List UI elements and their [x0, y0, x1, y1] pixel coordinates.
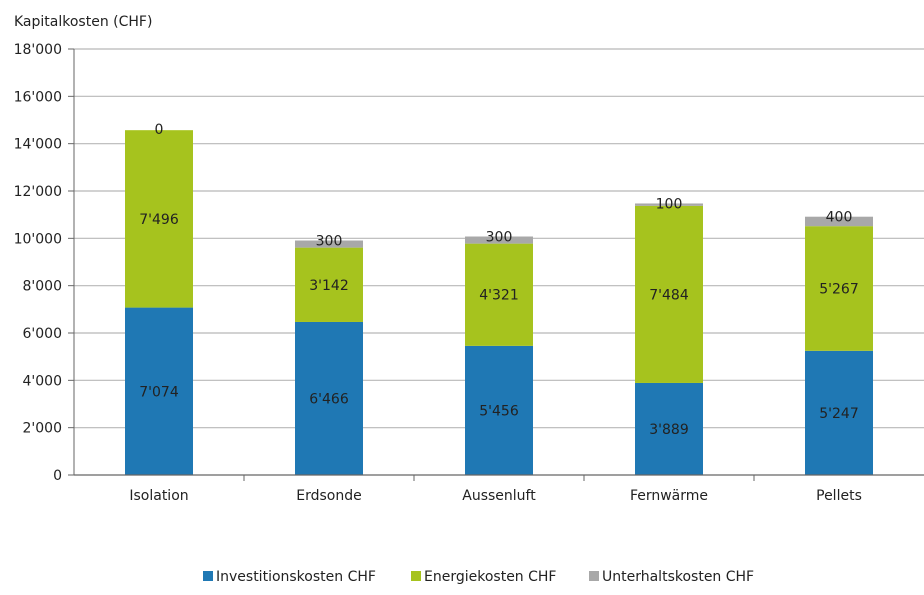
y-tick-label: 18'000	[14, 42, 62, 58]
bar-segment	[805, 216, 873, 227]
bar-segment	[465, 243, 533, 346]
bar-segment	[295, 247, 363, 322]
x-axis: Isolation Erdsonde Aussenluft Fernwärme Pell…	[74, 474, 924, 504]
data-label: 3'142	[309, 278, 348, 294]
bar-segment	[805, 226, 873, 351]
data-label: 3'889	[649, 422, 688, 438]
data-label: 6'466	[309, 391, 349, 407]
bar-segment	[635, 205, 703, 383]
data-label: 100	[656, 196, 683, 212]
data-label: 5'267	[819, 281, 858, 297]
y-tick-label: 16'000	[14, 89, 62, 105]
data-label: 5'456	[479, 403, 519, 419]
data-label: 7'484	[649, 287, 689, 303]
x-tick-label: Isolation	[129, 488, 188, 504]
x-tick-label: Pellets	[816, 488, 862, 504]
data-label: 4'321	[479, 288, 518, 304]
data-label: 5'247	[819, 406, 858, 422]
bar-segment	[295, 321, 363, 475]
legend: Investitionskosten CHF Energiekosten CHF U…	[203, 569, 754, 585]
bars: 7'074 7'496 0 6'466 3'142 300 5'456 4'321 300 3'8…	[125, 122, 873, 475]
legend-label: Unterhaltskosten CHF	[602, 569, 754, 585]
bar-segment	[465, 345, 533, 475]
bar-segment	[635, 203, 703, 206]
x-tick-label: Erdsonde	[296, 488, 361, 504]
data-label: 300	[316, 234, 343, 250]
y-tick-label: 0	[53, 468, 62, 484]
x-tick-label: Fernwärme	[630, 488, 708, 504]
y-tick-label: 14'000	[14, 137, 62, 153]
bar-segment	[125, 307, 193, 475]
y-tick-label: 2'000	[23, 421, 62, 437]
bar-segment	[635, 382, 703, 475]
legend-swatch	[203, 571, 213, 581]
legend-swatch	[589, 571, 599, 581]
bar-segment	[465, 236, 533, 244]
y-tick-label: 8'000	[23, 279, 62, 295]
legend-label: Investitionskosten CHF	[216, 569, 376, 585]
bar-segment	[125, 130, 193, 308]
bar-segment	[805, 350, 873, 475]
y-tick-label: 4'000	[23, 373, 62, 389]
legend-label: Energiekosten CHF	[424, 569, 556, 585]
y-tick-label: 6'000	[23, 326, 62, 342]
data-label: 0	[155, 122, 164, 138]
y-axis-ticks: 0 2'000 4'000 6'000 8'000 10'000 12'000 14'000 1…	[14, 42, 75, 484]
y-axis-title: Kapitalkosten (CHF)	[14, 14, 152, 30]
data-label: 400	[826, 210, 853, 226]
data-label: 300	[486, 230, 513, 246]
data-label: 7'496	[139, 212, 179, 228]
y-tick-label: 10'000	[14, 231, 62, 247]
bar-segment	[295, 240, 363, 248]
legend-swatch	[411, 571, 421, 581]
data-label: 7'074	[139, 384, 179, 400]
x-tick-label: Aussenluft	[462, 488, 536, 504]
y-tick-label: 12'000	[14, 184, 62, 200]
